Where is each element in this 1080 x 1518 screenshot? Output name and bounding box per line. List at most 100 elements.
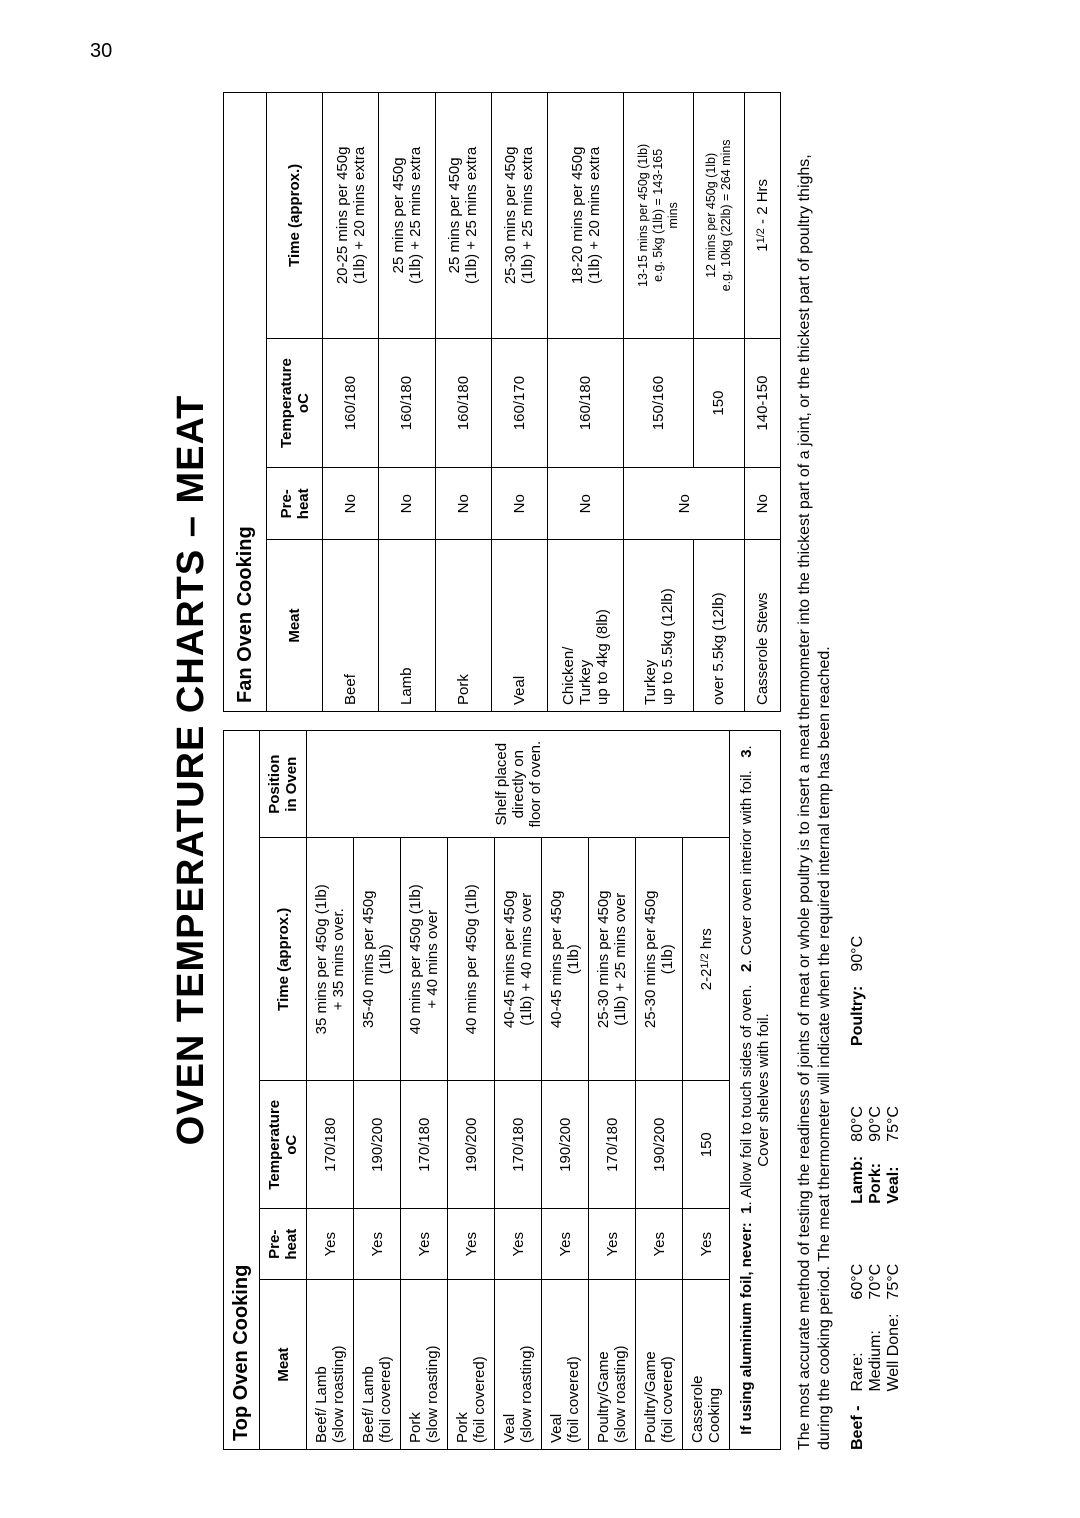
- col-time: Time (approx.): [260, 838, 307, 1081]
- preheat-cell: Yes: [354, 1209, 401, 1280]
- thermometer-note: The most accurate method of testing the …: [795, 110, 835, 1450]
- temp-cell: 160/180: [435, 338, 491, 468]
- time-cell: 40-45 mins per 450g(1lb) + 40 mins over: [495, 838, 542, 1081]
- time-cell: 25 mins per 450g(1lb) + 25 mins extra: [435, 93, 491, 339]
- preheat-cell: Yes: [542, 1209, 589, 1280]
- col-preheat: Pre-heat: [260, 1209, 307, 1280]
- meat-cell: Beef/ Lamb(slow roasting): [307, 1280, 354, 1450]
- time-cell: 2-21/2 hrs: [683, 838, 730, 1081]
- fan-oven-heading: Fan Oven Cooking: [224, 93, 267, 712]
- temp-cell: 150: [683, 1081, 730, 1209]
- temp-cell: 190/200: [448, 1081, 495, 1209]
- time-cell: 35 mins per 450g (1lb)+ 35 mins over.: [307, 838, 354, 1081]
- meat-cell: Chicken/Turkeyup to 4kg (8lb): [547, 540, 623, 712]
- temp-value: 75°C: [885, 1106, 903, 1142]
- temp-cell: 150/160: [624, 338, 693, 468]
- temp-label: Pork:: [867, 1156, 885, 1204]
- position-cell: Shelf placed directly on floor of oven.: [307, 731, 730, 838]
- preheat-cell: No: [547, 468, 623, 540]
- table-row: Pork(foil covered)Yes190/20040 mins per …: [448, 731, 495, 1450]
- col-temp: TemperatureoC: [260, 1081, 307, 1209]
- meat-cell: Pork(slow roasting): [401, 1280, 448, 1450]
- preheat-cell: No: [491, 468, 547, 540]
- temp-cell: 150: [693, 338, 744, 468]
- time-cell: 12 mins per 450g (1lb)e.g. 10kg (22lb) =…: [693, 93, 744, 339]
- time-cell: 40-45 mins per 450g(1lb): [542, 838, 589, 1081]
- table-row: Turkeyup to 5.5kg (12lb)No150/16013-15 m…: [624, 93, 693, 712]
- meat-cell: Pork: [435, 540, 491, 712]
- table-row: Veal(foil covered)Yes190/20040-45 mins p…: [542, 731, 589, 1450]
- time-cell: 40 mins per 450g (1lb)+ 40 mins over: [401, 838, 448, 1081]
- poultry-temp: Poultry: 90°C: [849, 936, 903, 1046]
- temp-cell: 170/180: [589, 1081, 636, 1209]
- preheat-cell: Yes: [307, 1209, 354, 1280]
- tables-row: Top Oven Cooking Meat Pre-heat Temperatu…: [223, 90, 781, 1450]
- table-row: Veal(slow roasting)Yes170/18040-45 mins …: [495, 731, 542, 1450]
- time-cell: 40 mins per 450g (1lb): [448, 838, 495, 1081]
- table-row: Casserole StewsNo140-15011/2 - 2 Hrs: [745, 93, 781, 712]
- preheat-cell: Yes: [495, 1209, 542, 1280]
- meat-cell: Poultry/Game(slow roasting): [589, 1280, 636, 1450]
- foil-note-row: If using aluminium foil, never: 1. Allow…: [730, 731, 781, 1450]
- temp-value: 75°C: [885, 1264, 903, 1300]
- time-cell: 25-30 mins per 450g(1lb): [636, 838, 683, 1081]
- meat-cell: Veal: [491, 540, 547, 712]
- meat-cell: Lamb: [379, 540, 435, 712]
- col-meat: Meat: [260, 1280, 307, 1450]
- time-cell: 25-30 mins per 450g(1lb) + 25 mins over: [589, 838, 636, 1081]
- temp-value: 80°C: [849, 1106, 867, 1142]
- preheat-cell: Yes: [683, 1209, 730, 1280]
- meat-cell: Casserole Stews: [745, 540, 781, 712]
- temp-value: 90°C: [867, 1106, 885, 1142]
- col-position: Positionin Oven: [260, 731, 307, 838]
- preheat-cell: No: [624, 468, 745, 540]
- table-row: Beef/ Lamb(slow roasting)Yes170/18035 mi…: [307, 731, 354, 1450]
- table-row: LambNo160/18025 mins per 450g(1lb) + 25 …: [379, 93, 435, 712]
- temp-label: Lamb:: [849, 1156, 867, 1204]
- poultry-label: Poultry:: [849, 986, 903, 1046]
- preheat-cell: No: [323, 468, 379, 540]
- col-preheat-fan: Pre-heat: [267, 468, 323, 540]
- preheat-cell: No: [435, 468, 491, 540]
- table-row: Chicken/Turkeyup to 4kg (8lb)No160/18018…: [547, 93, 623, 712]
- temp-cell: 170/180: [495, 1081, 542, 1209]
- temp-label: Veal:: [885, 1156, 903, 1204]
- meat-cell: Beef: [323, 540, 379, 712]
- internal-temps: Beef - Rare:Medium:Well Done: 60°C70°C75…: [849, 90, 903, 1450]
- temp-label: Medium:: [867, 1314, 885, 1392]
- temp-label: Rare:: [849, 1314, 867, 1392]
- table-row: BeefNo160/18020-25 mins per 450g(1lb) + …: [323, 93, 379, 712]
- temp-cell: 190/200: [636, 1081, 683, 1209]
- page-number: 30: [90, 40, 112, 63]
- meat-cell: Poultry/Game(foil covered): [636, 1280, 683, 1450]
- time-cell: 25-30 mins per 450g(1lb) + 25 mins extra: [491, 93, 547, 339]
- temp-cell: 190/200: [542, 1081, 589, 1209]
- col-time-fan: Time (approx.): [267, 93, 323, 339]
- poultry-value: 90°C: [849, 936, 903, 972]
- temp-cell: 140-150: [745, 338, 781, 468]
- meat-cell: Veal(foil covered): [542, 1280, 589, 1450]
- temp-label: Well Done:: [885, 1314, 903, 1392]
- preheat-cell: Yes: [636, 1209, 683, 1280]
- preheat-cell: Yes: [401, 1209, 448, 1280]
- preheat-cell: No: [379, 468, 435, 540]
- col-temp-fan: TemperatureoC: [267, 338, 323, 468]
- temp-value: 70°C: [867, 1264, 885, 1300]
- preheat-cell: No: [745, 468, 781, 540]
- temp-cell: 170/180: [307, 1081, 354, 1209]
- top-oven-heading: Top Oven Cooking: [224, 731, 260, 1450]
- page-title: OVEN TEMPERATURE CHARTS – MEAT: [170, 90, 213, 1450]
- temp-value: 60°C: [849, 1264, 867, 1300]
- table-row: Beef/ Lamb(foil covered)Yes190/20035-40 …: [354, 731, 401, 1450]
- preheat-cell: Yes: [589, 1209, 636, 1280]
- time-cell: 25 mins per 450g(1lb) + 25 mins extra: [379, 93, 435, 339]
- temp-cell: 160/180: [547, 338, 623, 468]
- temp-cell: 190/200: [354, 1081, 401, 1209]
- table-row: Pork(slow roasting)Yes170/18040 mins per…: [401, 731, 448, 1450]
- beef-lead: Beef -: [849, 1406, 903, 1450]
- time-cell: 18-20 mins per 450g(1lb) + 20 mins extra: [547, 93, 623, 339]
- preheat-cell: Yes: [448, 1209, 495, 1280]
- meat-cell: over 5.5kg (12lb): [693, 540, 744, 712]
- meat-cell: Turkeyup to 5.5kg (12lb): [624, 540, 693, 712]
- temp-cell: 170/180: [401, 1081, 448, 1209]
